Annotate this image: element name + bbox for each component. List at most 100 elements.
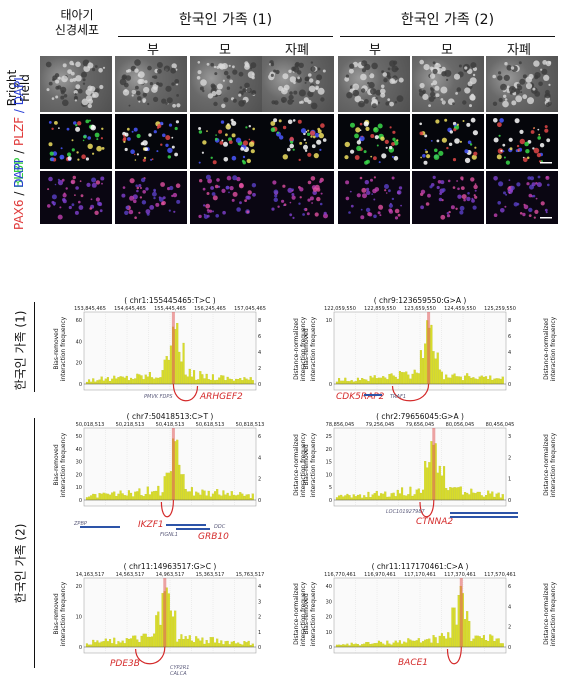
interaction-bar: [379, 377, 383, 385]
cell-spot: [289, 91, 293, 95]
interaction-bar: [247, 640, 250, 648]
cell-spot: [291, 193, 295, 196]
interaction-bar: [161, 370, 164, 385]
cell-spot: [498, 134, 501, 137]
cell-spot: [246, 195, 251, 200]
cell-spot: [396, 95, 404, 102]
gene-label-small: DDC: [214, 524, 226, 530]
interaction-bar: [350, 642, 353, 648]
interaction-bar: [165, 356, 168, 385]
cell-spot: [456, 180, 458, 182]
cell-spot: [274, 100, 279, 105]
cell-spot: [282, 154, 288, 160]
interaction-bar: [421, 641, 425, 648]
cell-spot: [547, 183, 550, 187]
cell-spot: [388, 203, 393, 208]
x-tick-label: 116,770,461: [324, 572, 356, 578]
cell-spot: [345, 196, 350, 201]
cell-spot: [303, 208, 306, 211]
cell-spot: [218, 129, 223, 134]
variant-highlight: [432, 428, 436, 500]
interaction-bar: [485, 376, 488, 385]
cell-spot: [75, 61, 81, 68]
interaction-bar: [190, 640, 193, 648]
cell-spot: [160, 182, 165, 187]
y-left-tick-label: 0: [329, 498, 332, 504]
y-left-tick-label: 15: [326, 460, 332, 466]
interaction-bar: [373, 375, 376, 385]
cell-spot: [96, 145, 102, 152]
cell-spot: [158, 82, 163, 87]
cell-spot: [470, 177, 475, 182]
cell-spot: [174, 126, 178, 131]
interaction-bar: [501, 643, 504, 648]
y-left-tick-label: 40: [326, 584, 332, 590]
cell-spot: [283, 84, 290, 91]
interaction-bar: [132, 496, 135, 501]
cell-spot: [102, 66, 106, 69]
cell-spot: [502, 143, 506, 147]
interaction-bar: [400, 487, 404, 501]
y-axis-right-label: Distance-normalized interaction frequency: [543, 309, 557, 389]
gene-label-small: CALCA: [170, 671, 187, 677]
cell-spot: [361, 88, 366, 93]
cell-spot: [73, 90, 78, 95]
cell-spot: [128, 209, 134, 215]
cell-spot: [95, 180, 101, 185]
interaction-bar: [337, 644, 341, 648]
cell-spot: [381, 153, 387, 159]
variant-highlight: [163, 578, 167, 647]
cell-spot: [212, 160, 217, 165]
interaction-bar: [94, 642, 97, 648]
interaction-bar: [371, 494, 374, 501]
interaction-bar: [377, 377, 380, 385]
cell-spot: [455, 92, 458, 95]
y-right-tick-label: 2: [508, 366, 511, 372]
cell-spot: [121, 193, 126, 198]
cell-spot: [225, 133, 228, 137]
interaction-bar: [159, 624, 162, 648]
cell-spot: [378, 161, 381, 164]
y-left-tick-label: 20: [76, 361, 82, 367]
cell-spot: [361, 187, 367, 193]
cell-spot: [462, 120, 465, 122]
cell-spot: [48, 142, 53, 147]
microscopy-image: [40, 56, 112, 112]
interaction-bar: [487, 490, 490, 501]
cell-spot: [429, 185, 433, 189]
cell-spot: [214, 184, 219, 189]
corner-label-line1: 태아기: [60, 8, 94, 22]
cell-spot: [444, 118, 448, 122]
interaction-bar: [346, 381, 349, 385]
interaction-bar: [415, 640, 418, 648]
interaction-bar: [445, 638, 448, 648]
interaction-bar: [358, 380, 362, 385]
microscopy-image: [486, 56, 558, 112]
interaction-bar: [222, 375, 225, 385]
cell-spot: [472, 130, 478, 136]
interaction-bar: [493, 640, 496, 648]
cell-spot: [455, 207, 458, 210]
interaction-bar: [497, 638, 500, 648]
cell-spot: [514, 118, 520, 124]
interaction-bar: [335, 381, 338, 385]
cell-spot: [207, 211, 209, 214]
cell-spot: [355, 127, 361, 133]
interaction-bar: [148, 494, 151, 501]
cell-spot: [53, 203, 56, 206]
interaction-bar: [453, 373, 456, 385]
family-2-rule: [340, 36, 555, 37]
cell-spot: [225, 185, 230, 190]
cell-spot: [150, 158, 153, 161]
interaction-bar: [203, 490, 206, 501]
interaction-bar: [352, 381, 355, 385]
cell-spot: [226, 175, 232, 181]
interaction-bar: [491, 379, 494, 385]
microscopy-image: [115, 56, 187, 112]
cell-spot: [272, 180, 277, 185]
cell-spot: [510, 185, 515, 191]
cell-spot: [369, 73, 375, 79]
interaction-bar: [134, 635, 137, 648]
cell-spot: [68, 205, 72, 210]
interaction-bar: [464, 619, 467, 648]
